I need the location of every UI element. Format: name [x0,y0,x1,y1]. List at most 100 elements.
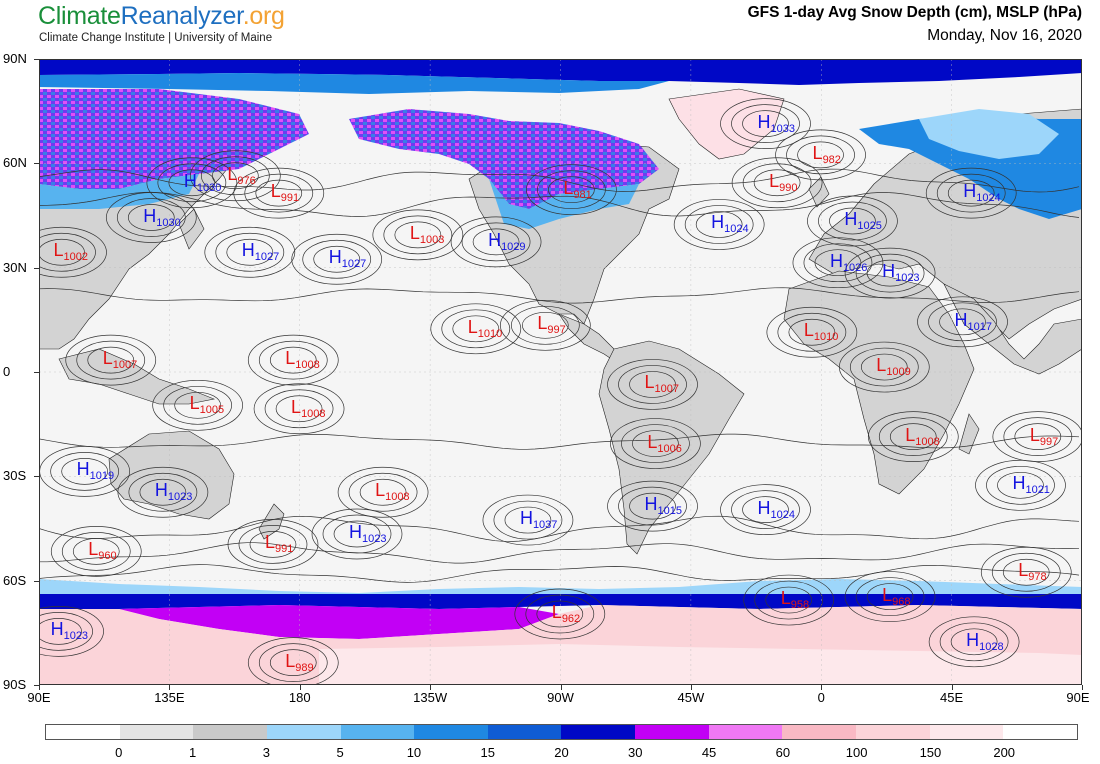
pressure-value: 1002 [63,251,88,264]
map-date: Monday, Nov 16, 2020 [927,27,1082,44]
colorbar-tick-label: 30 [628,745,643,760]
isobar-ring [1014,423,1062,450]
isobar-ring [76,340,146,380]
snow-depth-colorbar [45,724,1078,740]
isobar-ring [797,141,844,169]
isobar-ring [255,179,303,207]
pressure-type-letter: L [537,313,548,334]
colorbar-segment [266,725,341,739]
isobar-ring [247,637,339,685]
isobar-ring [39,606,104,657]
isobar-ring [867,411,959,462]
lon-tick-mark [430,685,432,690]
isobar-ring [253,383,345,435]
low-pressure-center: L1008 [285,349,320,371]
pressure-value: 968 [892,595,911,608]
africa-landmass [783,270,975,495]
pressure-value: 997 [1039,435,1059,448]
isobar-ring [939,622,1009,662]
isobar-ring [950,628,998,656]
isobar-ring [39,238,85,266]
pressure-value: 1027 [254,251,280,264]
isobar-ring [673,199,765,250]
lon-tick-mark [169,685,171,690]
pressure-value: 1023 [362,532,387,545]
lat-tick-label: 60N [3,155,27,171]
isobar-ring [618,365,687,404]
lat-tick-mark [34,580,39,582]
low-pressure-center: L991 [271,182,299,204]
colorbar-tick-label: 60 [775,745,791,760]
isobar-ring [215,232,285,272]
isobar-ring [211,162,259,190]
isobar-ring [742,496,789,523]
russia-snow [919,109,1059,159]
colorbar-tick-label: 1 [188,745,197,760]
pressure-value: 1027 [341,258,367,271]
pressure-value: 1007 [654,383,680,396]
lat-tick-label: 30S [3,468,27,484]
site-logo[interactable]: ClimateReanalyzer.org [38,2,285,31]
pressure-type-letter: L [769,170,780,191]
pressure-value: 991 [274,543,294,556]
high-pressure-center: H1030 [184,172,221,194]
pressure-type-letter: L [264,532,275,553]
isobar-ring [269,649,317,677]
pressure-type-letter: L [285,650,296,671]
pressure-type-letter: H [488,229,502,250]
pressure-value: 1026 [842,261,868,274]
pressure-value: 981 [573,188,592,201]
isobar-ring [889,423,937,450]
isobar-ring [200,156,270,196]
lon-tick-label: 0 [817,690,825,705]
pressure-type-letter: H [519,508,533,529]
low-pressure-center: L991 [265,533,293,555]
low-pressure-center: L981 [563,179,591,201]
isobar-ring [50,452,120,491]
isobar-ring [116,198,186,237]
isobar-ring [621,424,690,463]
pressure-type-letter: L [644,372,655,393]
isobar-ring [117,466,209,518]
lat-tick-label: 90N [3,51,27,66]
isobar-ring [629,492,676,520]
high-pressure-center: H1027 [329,248,366,270]
lon-tick-mark [299,685,301,690]
isobar-ring [844,571,936,622]
high-pressure-center: H1015 [645,495,682,517]
isobar-line [39,542,1080,564]
low-pressure-center: L1010 [804,321,839,343]
high-pressure-center: H1019 [77,460,114,482]
pressure-value: 1021 [1025,484,1050,497]
isobar-ring [493,500,563,540]
isobar-ring [269,346,317,374]
isobar-ring [695,211,743,238]
low-pressure-center: L1007 [103,349,138,371]
isobar-ring [618,486,687,526]
logo-text-reanalyzer: Reanalyzer [120,2,243,30]
isobar-ring [928,616,1020,668]
isobar-line [39,191,1080,218]
isobar-line [39,168,1080,193]
isobar-ring [939,308,986,336]
pressure-type-letter: H [76,459,90,480]
isobar-ring [163,385,233,425]
isobar-ring [992,411,1082,462]
pressure-type-letter: H [328,247,342,268]
pressure-type-letter: L [102,348,113,369]
weather-map[interactable]: H1030 L976 L991 H1030 L1002 H1027 H1027 L1003 H1… [39,59,1082,685]
isobar-ring [302,239,372,279]
pressure-value: 1008 [915,435,940,448]
isobar-ring [777,312,847,352]
lon-tick-label: 180 [288,690,311,705]
isobar-ring [936,173,1006,213]
lat-tick-mark [34,163,39,165]
high-pressure-center: H1024 [711,213,748,235]
isobar-ring [372,209,464,261]
logo-text-org: .org [242,2,285,30]
pressure-type-letter: H [241,240,255,261]
colorbar-segment [1003,725,1077,739]
pressure-value: 1025 [857,219,882,232]
isobar-ring [61,458,109,485]
isobar-ring [441,309,511,349]
